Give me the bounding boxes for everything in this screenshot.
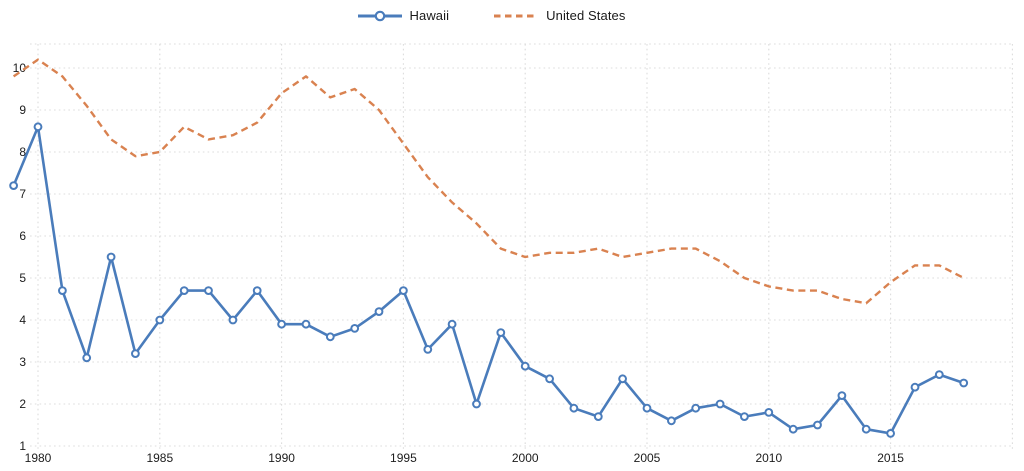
y-tick-label: 9 bbox=[19, 103, 26, 117]
hawaii-marker bbox=[179, 286, 189, 296]
hawaii-marker bbox=[496, 328, 506, 338]
hawaii-marker bbox=[593, 412, 603, 422]
hawaii-marker bbox=[788, 424, 798, 434]
hawaii-marker bbox=[350, 324, 360, 333]
hawaii-marker bbox=[886, 429, 895, 438]
hawaii-marker bbox=[740, 412, 749, 422]
x-tick-label: 1990 bbox=[268, 451, 295, 465]
hawaii-marker bbox=[155, 315, 165, 325]
hawaii-marker bbox=[642, 403, 652, 413]
hawaii-marker bbox=[325, 332, 335, 342]
hawaii-line bbox=[12, 125, 965, 435]
x-tick-label: 2010 bbox=[755, 451, 782, 465]
hawaii-marker bbox=[764, 408, 774, 417]
hawaii-marker bbox=[228, 315, 238, 325]
hawaii-marker bbox=[423, 345, 433, 354]
x-tick-label: 1985 bbox=[146, 451, 173, 465]
hawaii-marker bbox=[569, 403, 579, 413]
us-line bbox=[12, 58, 965, 305]
hawaii-marker bbox=[813, 420, 822, 430]
hawaii-marker bbox=[447, 319, 457, 329]
x-tick-label: 2000 bbox=[512, 451, 539, 465]
hawaii-marker bbox=[910, 382, 920, 392]
hawaii-marker bbox=[545, 374, 554, 384]
hawaii-marker bbox=[399, 286, 408, 296]
hawaii-marker bbox=[106, 252, 116, 262]
hawaii-marker bbox=[82, 353, 92, 363]
hawaii-marker bbox=[58, 286, 67, 296]
y-tick-label: 10 bbox=[13, 61, 27, 75]
y-tick-label: 2 bbox=[19, 397, 26, 411]
hawaii-marker bbox=[472, 399, 481, 409]
hawaii-marker bbox=[131, 349, 140, 359]
y-tick-label: 5 bbox=[19, 271, 26, 285]
hawaii-marker bbox=[959, 378, 969, 388]
y-tick-label: 8 bbox=[19, 145, 26, 159]
y-tick-label: 3 bbox=[19, 355, 26, 369]
hawaii-marker bbox=[618, 374, 627, 384]
hawaii-marker bbox=[520, 361, 530, 371]
hawaii-marker bbox=[934, 370, 944, 380]
x-tick-label: 2015 bbox=[877, 451, 904, 465]
hawaii-marker bbox=[667, 416, 676, 426]
x-tick-label: 1980 bbox=[25, 451, 52, 465]
hawaii-marker bbox=[715, 399, 725, 409]
y-tick-label: 1 bbox=[19, 439, 26, 453]
y-tick-label: 7 bbox=[19, 187, 26, 201]
x-tick-label: 2005 bbox=[634, 451, 661, 465]
hawaii-marker bbox=[837, 391, 847, 401]
hawaii-marker bbox=[374, 307, 384, 317]
y-tick-label: 6 bbox=[19, 229, 26, 243]
hawaii-marker bbox=[277, 319, 287, 329]
x-tick-label: 1995 bbox=[390, 451, 417, 465]
hawaii-marker bbox=[204, 286, 213, 296]
hawaii-marker bbox=[33, 122, 43, 132]
hawaii-marker bbox=[301, 319, 311, 329]
y-tick-label: 4 bbox=[19, 313, 26, 327]
hawaii-marker bbox=[691, 403, 701, 413]
hawaii-marker bbox=[861, 424, 871, 434]
hawaii-marker bbox=[9, 181, 19, 191]
hawaii-marker bbox=[252, 286, 262, 296]
